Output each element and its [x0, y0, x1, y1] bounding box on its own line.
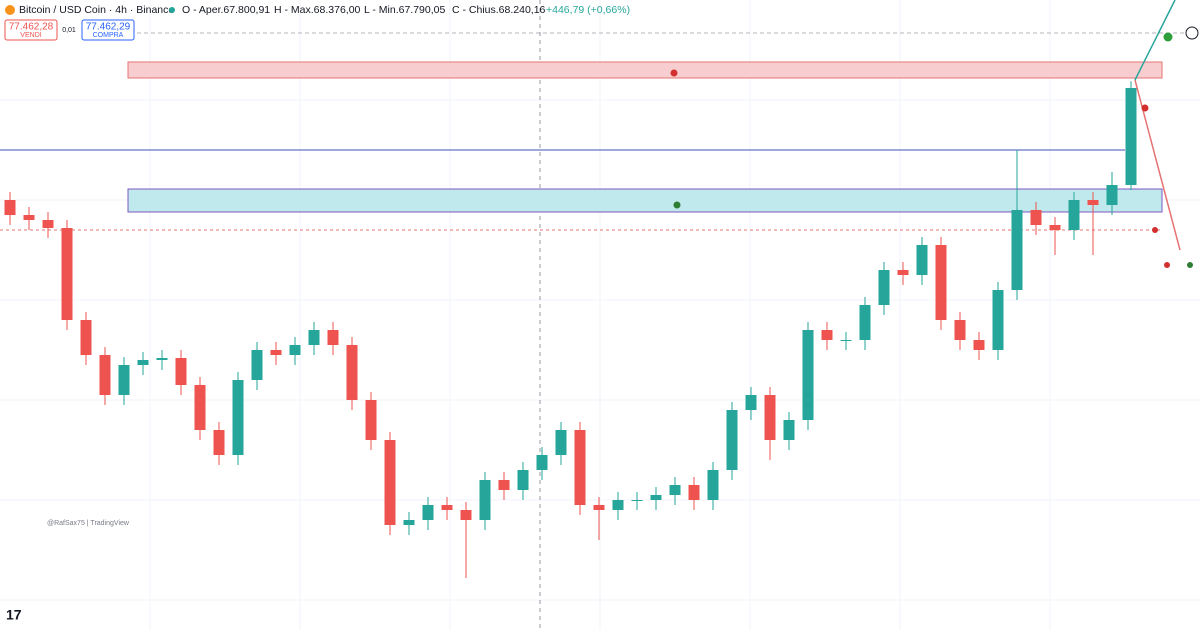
- candle-body: [1011, 210, 1023, 290]
- candle-body: [688, 485, 700, 500]
- candle-body: [1087, 200, 1099, 205]
- candle-body: [992, 290, 1004, 350]
- candle-body: [61, 228, 73, 320]
- candle-body: [745, 395, 757, 410]
- candle-body: [878, 270, 890, 305]
- candle-body: [821, 330, 833, 340]
- candle-body: [213, 430, 225, 455]
- candle-body: [517, 470, 529, 490]
- target-marker: [1163, 32, 1173, 42]
- candle-body: [403, 520, 415, 525]
- candle-body: [498, 480, 510, 490]
- candle-body: [1068, 200, 1080, 230]
- candle-body: [574, 430, 586, 505]
- candle-body: [1106, 185, 1118, 205]
- candle-body: [631, 500, 643, 501]
- candle-body: [1125, 88, 1137, 185]
- zone-marker: [673, 201, 681, 209]
- candle-body: [23, 215, 35, 220]
- candle-body: [80, 320, 92, 355]
- status-dot: [169, 7, 175, 13]
- candle-body: [175, 358, 187, 385]
- candle-body: [764, 395, 776, 440]
- candle-body: [4, 200, 16, 215]
- marker: [1187, 262, 1193, 268]
- candle-body: [802, 330, 814, 420]
- candle-body: [1030, 210, 1042, 225]
- ohlc-close: C - Chius.68.240,16: [452, 4, 546, 16]
- ohlc-change: +446,79 (+0,66%): [546, 4, 630, 16]
- ohlc-open: O - Aper.67.800,91: [182, 4, 270, 16]
- candle-body: [726, 410, 738, 470]
- candles: [4, 81, 1137, 578]
- coin-icon: [5, 5, 15, 15]
- candle-body: [916, 245, 928, 275]
- marker: [1164, 262, 1170, 268]
- candle-body: [194, 385, 206, 430]
- candle-body: [536, 455, 548, 470]
- candle-body: [612, 500, 624, 510]
- buy-price: 77.462,29: [86, 22, 131, 33]
- watermark: @RafSax75 | TradingView: [47, 520, 130, 527]
- candle-body: [1049, 225, 1061, 230]
- symbol: Bitcoin / USD Coin · 4h · Binance: [19, 4, 174, 16]
- support-zone: [127, 188, 1163, 213]
- projection-up: [1134, 0, 1176, 81]
- candle-body: [42, 220, 54, 228]
- candle-body: [973, 340, 985, 350]
- zone-marker: [670, 69, 678, 77]
- entry-marker: [1141, 104, 1149, 112]
- candle-body: [593, 505, 605, 510]
- logo: 17: [6, 607, 22, 623]
- candle-body: [156, 358, 168, 360]
- stop-marker: [1152, 227, 1158, 233]
- candle-body: [650, 495, 662, 500]
- candle-body: [289, 345, 301, 355]
- add-button[interactable]: [1185, 26, 1199, 40]
- candle-body: [897, 270, 909, 275]
- ohlc-low: L - Min.67.790,05: [364, 4, 445, 16]
- candle-body: [441, 505, 453, 510]
- candle-body: [365, 400, 377, 440]
- candle-body: [327, 330, 339, 345]
- candle-body: [840, 340, 852, 341]
- candle-body: [346, 345, 358, 400]
- candle-body: [422, 505, 434, 520]
- buy-button[interactable]: [81, 19, 135, 41]
- candle-body: [460, 510, 472, 520]
- candle-body: [479, 480, 491, 520]
- candle-body: [308, 330, 320, 345]
- sell-label: VENDI: [20, 32, 41, 39]
- candle-body: [137, 360, 149, 365]
- sell-price: 77.462,28: [9, 22, 54, 33]
- resistance-zone: [127, 61, 1163, 79]
- candle-body: [954, 320, 966, 340]
- candle-body: [270, 350, 282, 355]
- sell-button[interactable]: [4, 19, 58, 41]
- candle-body: [783, 420, 795, 440]
- candle-body: [935, 245, 947, 320]
- candle-body: [232, 380, 244, 455]
- candle-body: [669, 485, 681, 495]
- candle-body: [99, 355, 111, 395]
- candle-body: [555, 430, 567, 455]
- candle-body: [859, 305, 871, 340]
- ohlc-high: H - Max.68.376,00: [274, 4, 361, 16]
- buy-label: COMPRA: [93, 32, 124, 39]
- candle-body: [707, 470, 719, 500]
- candle-body: [251, 350, 263, 380]
- candle-body: [118, 365, 130, 395]
- candle-body: [384, 440, 396, 525]
- spread: 0,01: [62, 27, 76, 34]
- projection-down: [1134, 79, 1181, 251]
